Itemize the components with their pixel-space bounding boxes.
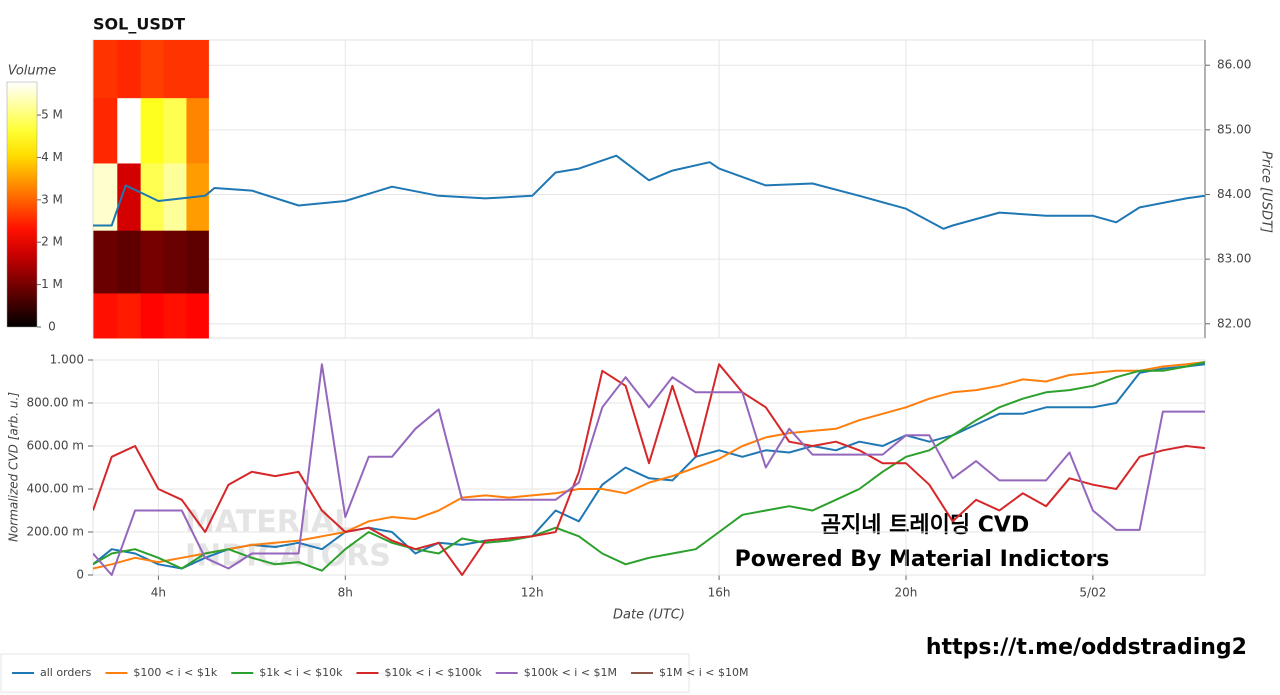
- heat-cell: [163, 293, 187, 339]
- x-tick-label: 16h: [708, 586, 731, 600]
- x-tick-label: 4h: [151, 586, 166, 600]
- heat-cell: [163, 40, 187, 99]
- heat-cell: [117, 230, 142, 294]
- y-tick-label: 600.00 m: [27, 439, 85, 453]
- heat-cell: [186, 40, 209, 99]
- legend-label: $100k < i < $1M: [524, 666, 617, 679]
- y-tick-label: 84.00: [1217, 187, 1251, 201]
- x-axis-label: Date (UTC): [613, 608, 685, 623]
- colorbar-tick-label: 4 M: [41, 150, 63, 164]
- x-tick-label: 12h: [521, 586, 544, 600]
- y-tick-label: 800.00 m: [27, 396, 85, 410]
- colorbar: [6, 81, 38, 328]
- y-tick-label: 85.00: [1217, 122, 1251, 136]
- price-panel: [92, 39, 1206, 339]
- y-tick-label: 200.00 m: [27, 525, 85, 539]
- legend-label: $10k < i < $100k: [384, 666, 482, 679]
- annotation: Powered By Material Indictors: [735, 547, 1110, 572]
- y-tick-label: 400.00 m: [27, 482, 85, 496]
- heat-cell: [163, 163, 187, 232]
- legend-label: $100 < i < $1k: [133, 666, 217, 679]
- heat-cell: [93, 98, 118, 164]
- heat-cell: [186, 230, 209, 294]
- heat-cell: [93, 230, 118, 294]
- series-line: [93, 363, 1205, 576]
- series-line: [93, 361, 1205, 570]
- colorbar-label: Volume: [8, 64, 57, 79]
- x-tick-label: 5/02: [1079, 586, 1106, 600]
- legend-box: [0, 653, 690, 693]
- series-line: [93, 361, 1205, 572]
- heat-cell: [93, 40, 118, 99]
- x-tick-label: 8h: [338, 586, 353, 600]
- cvd-axis-label: Normalized CVD [arb. u.]: [7, 392, 21, 542]
- legend-label: $1k < i < $10k: [259, 666, 343, 679]
- series-line: [93, 363, 1205, 570]
- price-axis-label: Price [USDT]: [1259, 151, 1274, 233]
- y-tick-label: 82.00: [1217, 316, 1251, 330]
- heat-cell: [163, 230, 187, 294]
- y-tick-label: 83.00: [1217, 252, 1251, 266]
- heat-cell: [93, 293, 118, 339]
- y-tick-label: 1.000: [50, 353, 84, 367]
- heat-cell: [117, 40, 142, 99]
- chart-title: SOL_USDT: [93, 15, 185, 34]
- heat-cell: [163, 98, 187, 164]
- colorbar-tick-label: 2 M: [41, 235, 63, 249]
- legend-label: all orders: [40, 666, 92, 679]
- heat-cell: [117, 163, 142, 232]
- heat-cell: [140, 98, 165, 164]
- annotation: 곰지네 트레이딩 CVD: [821, 513, 1029, 538]
- heat-cell: [140, 40, 165, 99]
- series-line: [93, 154, 1205, 230]
- heat-cell: [117, 293, 142, 339]
- heat-cell: [186, 293, 209, 339]
- y-tick-label: 86.00: [1217, 58, 1251, 72]
- heat-cell: [186, 98, 209, 164]
- legend-label: $1M < i < $10M: [659, 666, 748, 679]
- colorbar-tick-label: 5 M: [41, 108, 63, 122]
- y-tick-label: 0: [76, 568, 84, 582]
- heat-cell: [140, 230, 165, 294]
- footer-link[interactable]: https://t.me/oddstrading2: [926, 635, 1247, 660]
- series-line: [93, 363, 1205, 576]
- colorbar-tick-label: 0: [48, 320, 56, 334]
- colorbar-tick-label: 3 M: [41, 192, 63, 206]
- watermark: MATERIAL: [185, 505, 353, 540]
- heat-cell: [140, 293, 165, 339]
- heat-cell: [117, 98, 142, 164]
- x-tick-label: 20h: [895, 586, 918, 600]
- colorbar-tick-label: 1 M: [41, 277, 63, 291]
